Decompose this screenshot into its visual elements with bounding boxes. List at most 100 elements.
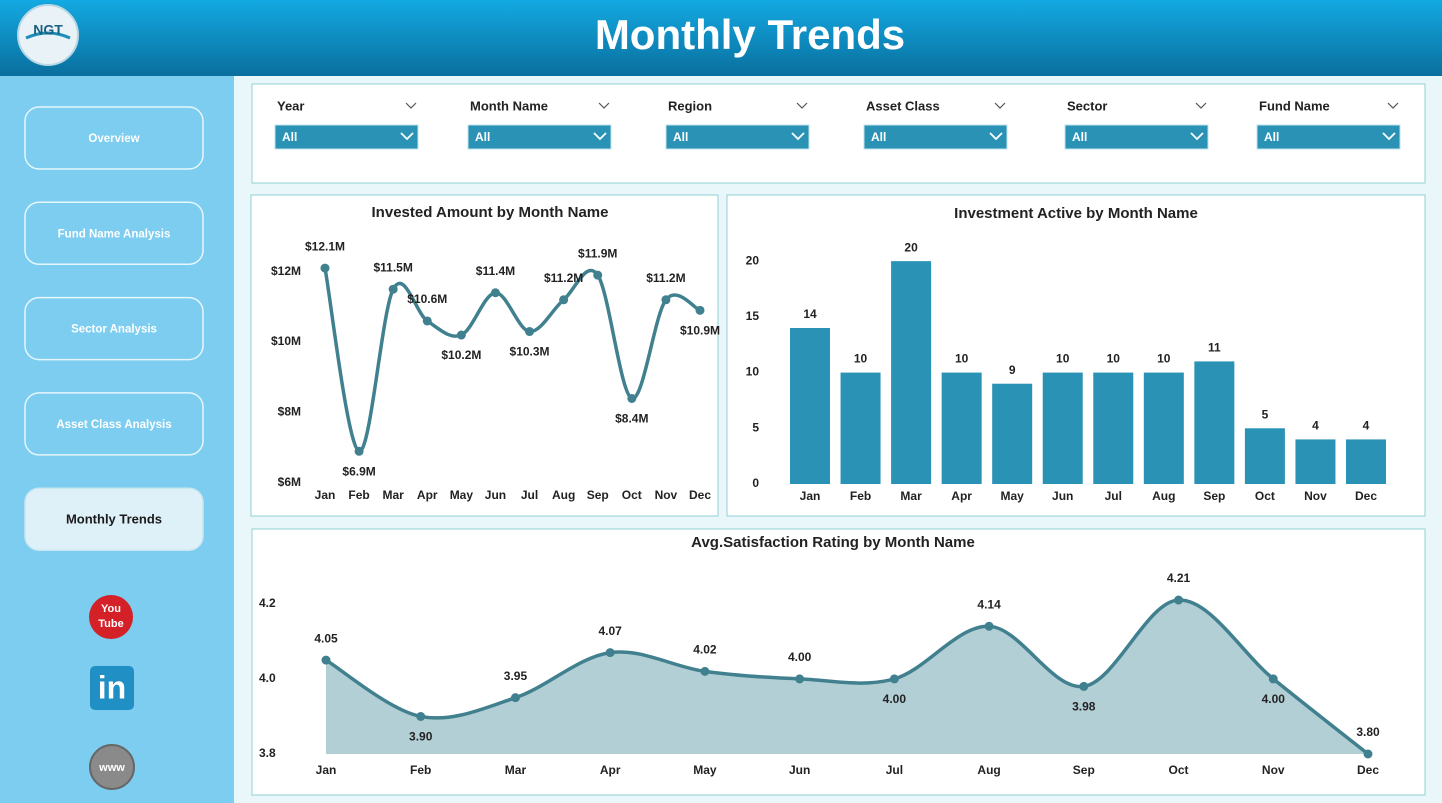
point [321,655,331,665]
point [889,674,899,684]
data-label: $10.3M [510,345,550,359]
nav-button[interactable]: Sector Analysis [24,296,204,361]
point [320,263,330,273]
point [1174,595,1184,605]
point [695,305,705,315]
point [490,288,500,298]
filter-chevron [796,102,808,109]
point [700,666,710,676]
filter-dropdown[interactable] [1064,124,1209,150]
x-tick-label: Oct [622,488,642,502]
point [605,648,615,658]
bar [1093,372,1134,484]
filter-dropdown[interactable] [863,124,1008,150]
x-tick-label: Oct [1169,763,1189,777]
filter-dropdown-chevron[interactable] [791,132,805,141]
youtube-text: You [101,603,121,615]
data-label: 10 [1056,352,1070,366]
x-tick-label: Jan [315,488,336,502]
x-tick-label: Nov [655,488,678,502]
nav-button-bg[interactable] [24,106,204,170]
linkedin-box [90,666,134,710]
x-tick-label: Jul [1105,489,1122,503]
y-tick-label: 3.8 [259,746,276,760]
x-tick-label: Dec [1355,489,1377,503]
x-tick-label: Sep [587,488,609,502]
filter-dropdown[interactable] [665,124,810,150]
nav-button[interactable]: Overview [24,106,204,170]
x-tick-label: Oct [1255,489,1275,503]
x-tick-label: Apr [951,489,972,503]
filter-value[interactable]: All [1264,130,1279,144]
x-tick-label: Nov [1304,489,1327,503]
filter-dropdown[interactable] [467,124,612,150]
filter-chevron [598,102,610,109]
data-label: 20 [904,240,918,254]
point [510,693,520,703]
header-bar [0,0,1442,76]
bar [992,383,1033,484]
x-tick-label: May [693,763,717,777]
y-tick-label: $12M [271,264,301,278]
x-tick-label: Mar [383,488,405,502]
data-label: $12.1M [305,239,345,253]
logo-swoosh [25,31,71,40]
nav-button-label[interactable]: Asset Class Analysis [56,419,171,431]
data-label: $11.2M [544,271,583,285]
data-label: 4.14 [977,597,1001,611]
filter-label: Region [668,98,712,113]
data-label: $11.2M [646,271,685,285]
point [1363,749,1373,759]
x-tick-label: May [1001,489,1025,503]
logo-text: NGT [33,22,63,38]
data-label: 3.98 [1072,700,1096,714]
nav-button-bg[interactable] [24,487,204,551]
point [559,295,569,305]
data-label: 4.07 [599,624,623,638]
filter-dropdown-chevron[interactable] [1382,132,1396,141]
x-tick-label: Jul [886,763,903,777]
x-tick-label: Mar [505,763,527,777]
nav-button-label[interactable]: Overview [88,133,139,145]
charts: Invested Amount by Month Name $6M $8M $10M $… [259,204,1386,777]
line [325,598,1370,756]
filter-value[interactable]: All [871,130,886,144]
y-tick-label: 0 [752,476,759,490]
nav-button[interactable]: Monthly Trends [24,487,204,551]
point [416,711,426,721]
nav-button-label[interactable]: Fund Name Analysis [58,228,171,240]
data-label: 4.05 [314,631,338,645]
x-tick-label: Feb [348,488,369,502]
nav-button[interactable]: Fund Name Analysis [24,201,204,266]
data-label: 4 [1312,419,1319,433]
filter-label: Month Name [470,98,548,113]
filter-value[interactable]: All [282,130,297,144]
nav-button-bg[interactable] [24,201,204,266]
nav-button-bg[interactable] [24,392,204,456]
filter-dropdown-chevron[interactable] [1190,132,1204,141]
filter-value[interactable]: All [475,130,490,144]
filter-dropdown-chevron[interactable] [400,132,414,141]
y-tick-label: $6M [278,475,301,489]
data-label: $6.9M [342,464,375,478]
nav-button[interactable]: Asset Class Analysis [24,392,204,456]
filter-value[interactable]: All [673,130,688,144]
filter-dropdown[interactable] [1256,124,1401,150]
nav-button-label[interactable]: Sector Analysis [71,324,157,336]
nav-button-bg[interactable] [24,296,204,361]
filter-dropdown-chevron[interactable] [593,132,607,141]
nav-button-label[interactable]: Monthly Trends [66,512,162,527]
filter-dropdown-chevron[interactable] [989,132,1003,141]
data-label: 3.90 [409,730,433,744]
data-label: 10 [1107,352,1121,366]
x-tick-label: Jan [800,489,821,503]
data-label: $10.9M [680,324,720,338]
area [326,600,1368,754]
bar [1143,372,1184,484]
filter-dropdown[interactable] [274,124,419,150]
y-tick-label: $10M [271,334,301,348]
filter-value[interactable]: All [1072,130,1087,144]
bar [840,372,881,484]
web-circle [89,744,135,790]
